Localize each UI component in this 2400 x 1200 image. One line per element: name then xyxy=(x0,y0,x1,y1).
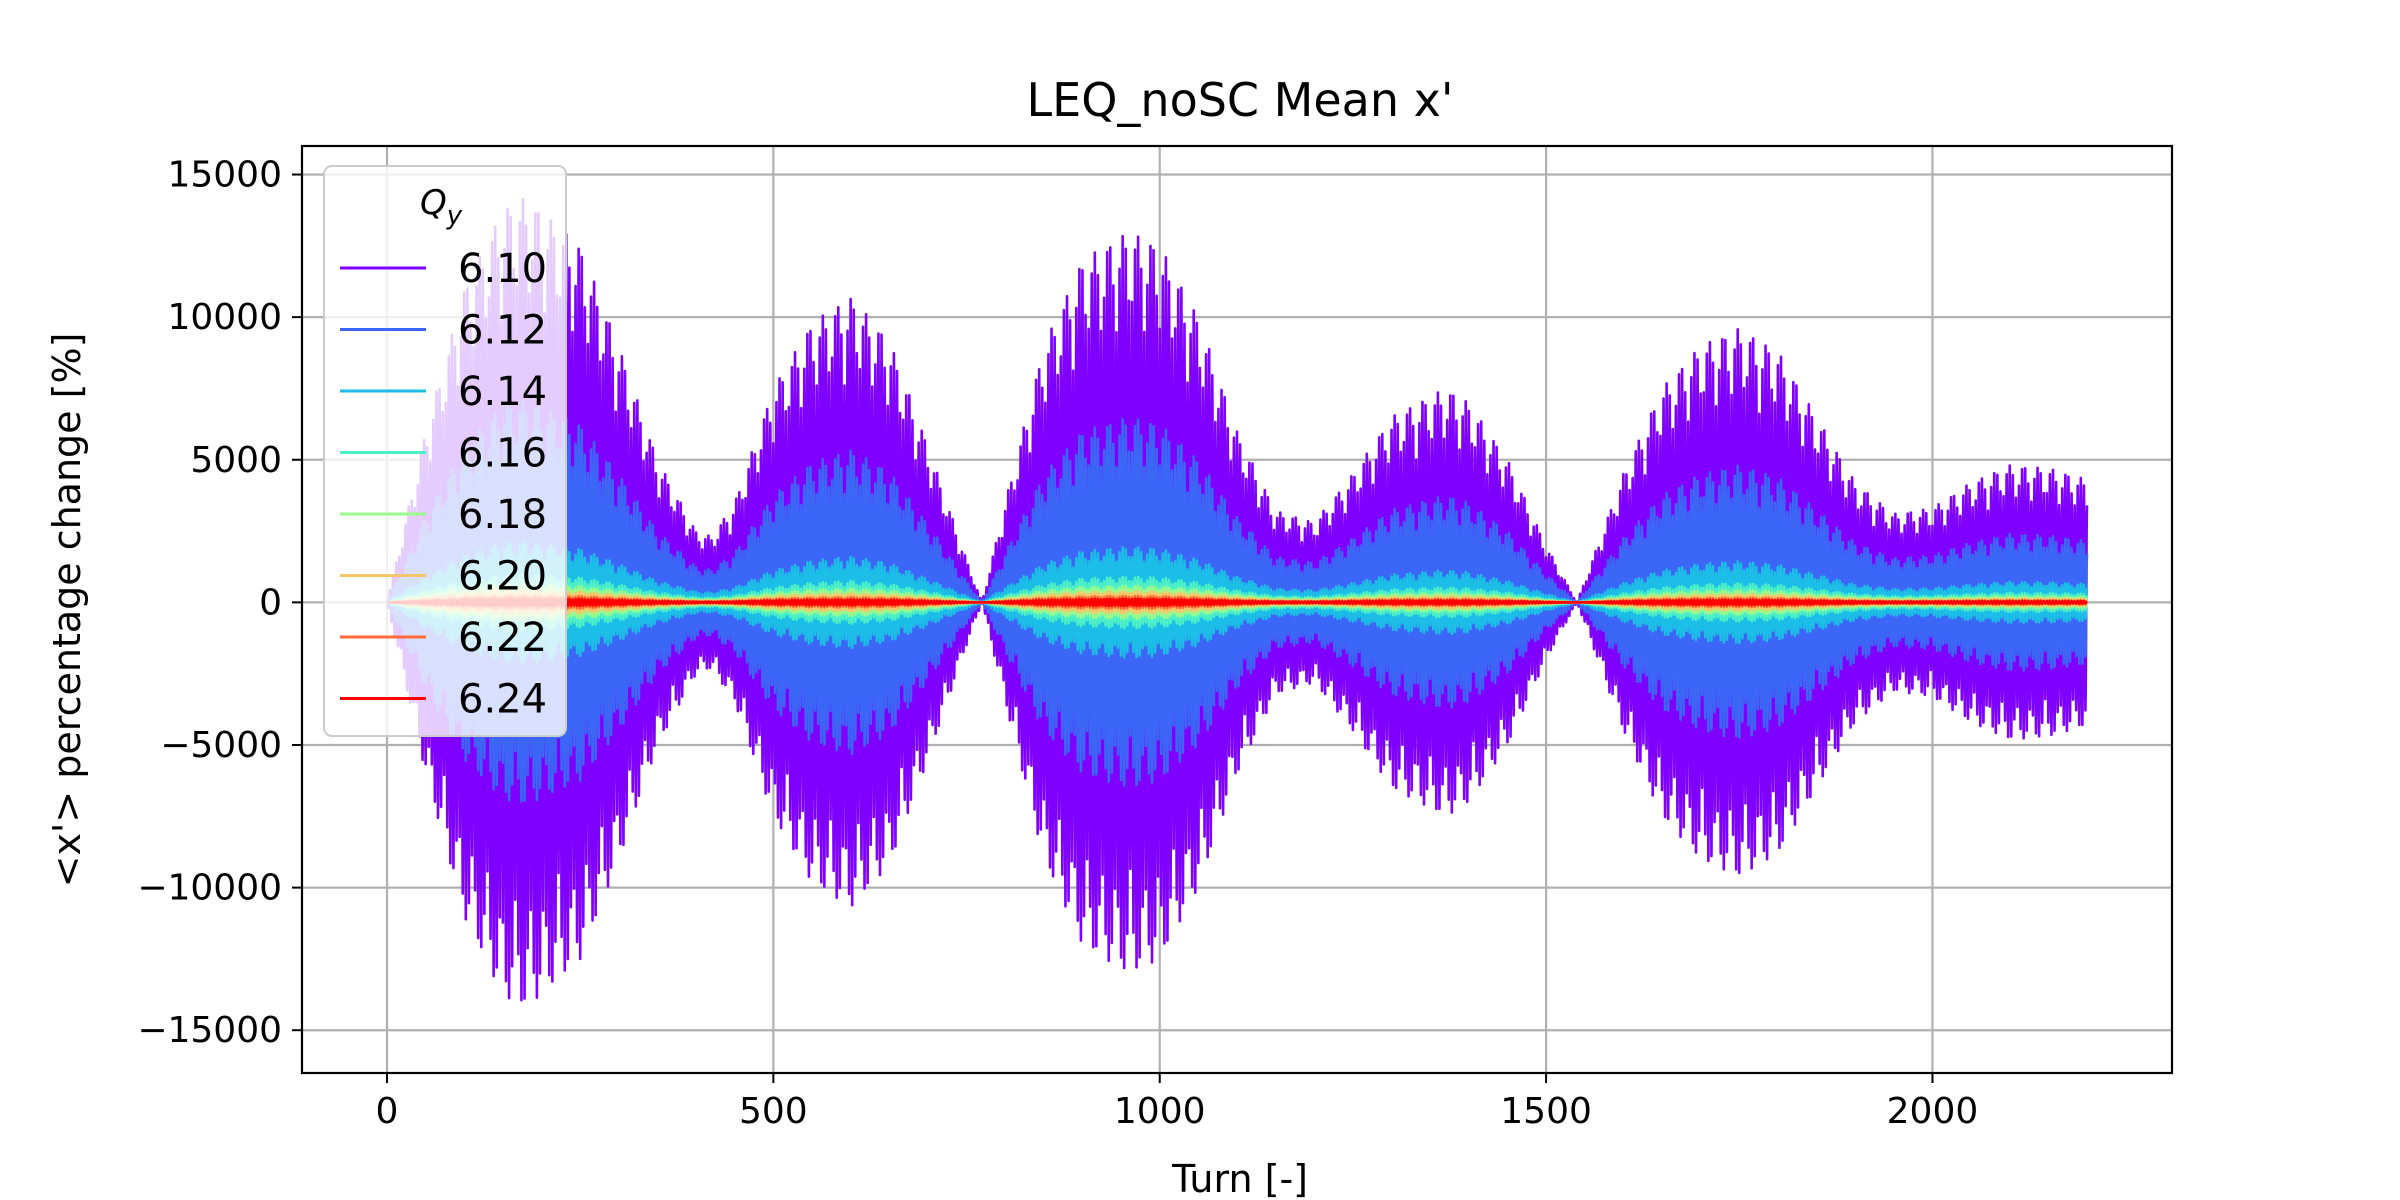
y-tick-label: −10000 xyxy=(137,868,282,909)
x-tick-label: 1000 xyxy=(1114,1091,1206,1132)
x-tick-label: 0 xyxy=(376,1091,399,1132)
legend-items: 6.10 6.12 6.14 6.16 6.18 6.20 6.22 6.24 xyxy=(340,246,547,723)
x-tick-label: 2000 xyxy=(1887,1091,1979,1132)
y-tick-label: 10000 xyxy=(167,297,282,338)
legend-label: 6.12 xyxy=(458,308,547,354)
series-line-6-24 xyxy=(386,597,2088,608)
legend-box xyxy=(323,165,567,737)
axis-ticks: 0 500 1000 1500 2000 15000 10000 5000 0 −5000 −100… xyxy=(137,155,1978,1132)
y-tick-label: 5000 xyxy=(190,440,282,481)
x-axis-label: Turn [-] xyxy=(1171,1157,1308,1200)
legend-title: Qy xyxy=(420,183,463,231)
legend-label: 6.16 xyxy=(458,431,547,477)
x-tick-label: 500 xyxy=(739,1091,808,1132)
data-layer xyxy=(385,197,2089,1002)
plot-frame xyxy=(300,144,2174,1075)
y-tick-label: −5000 xyxy=(160,725,282,766)
legend-label: 6.22 xyxy=(458,615,547,661)
x-tick-label: 1500 xyxy=(1500,1091,1592,1132)
legend-label: 6.10 xyxy=(458,246,547,292)
series-line-6-12 xyxy=(386,399,2089,803)
legend-label: 6.18 xyxy=(458,492,547,538)
y-tick-label: 15000 xyxy=(167,155,282,196)
legend: Qy 6.10 6.12 6.14 6.16 6.18 6.20 6.22 6.24 xyxy=(323,165,567,737)
y-axis-label: <x'> percentage change [%] xyxy=(45,333,89,888)
chart-title: LEQ_noSC Mean x' xyxy=(1027,73,1454,127)
legend-label: 6.24 xyxy=(458,677,547,723)
y-tick-label: 0 xyxy=(259,582,282,623)
legend-label: 6.14 xyxy=(458,369,547,415)
legend-label: 6.20 xyxy=(458,554,547,600)
y-tick-label: −15000 xyxy=(137,1010,282,1051)
